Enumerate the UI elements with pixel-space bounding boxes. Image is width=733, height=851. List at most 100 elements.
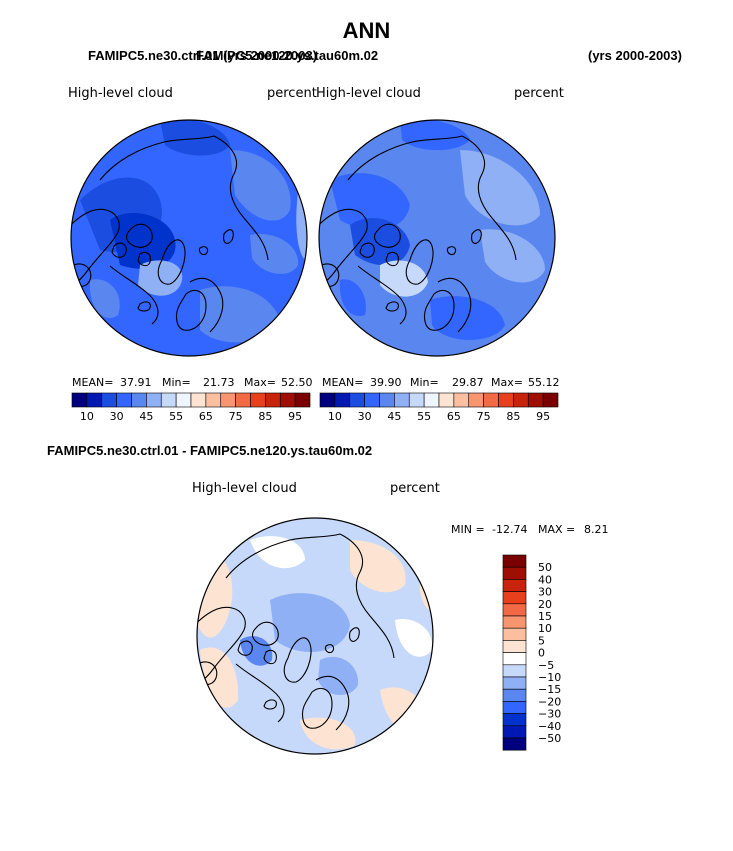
left-colorbar-tick-label: 10	[80, 410, 94, 423]
difference-title: FAMIPC5.ne30.ctrl.01 - FAMIPC5.ne120.ys.…	[47, 443, 373, 458]
right-units-label: percent	[514, 86, 564, 101]
left-colorbar-cell	[205, 392, 222, 408]
diff-variable-label: High-level cloud	[192, 481, 297, 496]
left-colorbar-cell	[294, 392, 311, 408]
right-colorbar-cell	[468, 392, 484, 408]
diff-min-value: -12.74	[492, 523, 528, 536]
right-case-label: FAMIPC5.ne120.ys.tau60m.02	[196, 48, 379, 63]
diff-colorbar-tick-label: 0	[538, 647, 545, 660]
left-mean-value: 37.91	[120, 376, 152, 389]
right-min-value: 29.87	[452, 376, 484, 389]
left-max-value: 52.50	[281, 376, 313, 389]
diff-colorbar-cell	[502, 713, 527, 727]
left-max-label: Max=	[244, 376, 276, 389]
left-colorbar: 10 30 45 55 65 75 85 95	[71, 392, 311, 423]
right-colorbar-cell	[319, 392, 336, 408]
right-mean-value: 39.90	[370, 376, 402, 389]
left-colorbar-cell	[131, 392, 147, 408]
left-colorbar-cell	[265, 392, 281, 408]
left-colorbar-tick-label: 55	[169, 410, 183, 423]
diff-colorbar-tick-label: −15	[538, 683, 561, 696]
diff-colorbar-tick-label: −50	[538, 732, 561, 745]
right-colorbar-cell	[379, 392, 395, 408]
diff-max-label: MAX =	[538, 523, 576, 536]
diff-min-label: MIN =	[451, 523, 485, 536]
left-colorbar-cell	[175, 392, 192, 408]
left-colorbar-tick-label: 30	[110, 410, 124, 423]
right-colorbar-cell	[438, 392, 455, 408]
diff-colorbar-tick-label: −30	[538, 708, 561, 721]
left-variable-label: High-level cloud	[68, 86, 173, 101]
right-min-label: Min=	[410, 376, 439, 389]
left-colorbar-cell	[190, 392, 207, 408]
right-colorbar-tick-label: 95	[536, 410, 550, 423]
diff-colorbar-cell	[502, 627, 527, 641]
right-colorbar-cell	[527, 392, 544, 408]
right-colorbar-cell	[364, 392, 380, 408]
diff-colorbar-tick-label: −10	[538, 671, 561, 684]
right-colorbar-tick-label: 10	[328, 410, 342, 423]
left-min-label: Min=	[162, 376, 191, 389]
diff-colorbar-cell	[502, 591, 527, 605]
left-colorbar-cell	[160, 392, 177, 408]
diff-max-value: 8.21	[584, 523, 609, 536]
diff-units-label: percent	[390, 481, 440, 496]
right-mean-label: MEAN=	[322, 376, 364, 389]
diff-colorbar-cell	[502, 701, 527, 714]
difference-map	[196, 517, 434, 755]
right-colorbar-cell	[453, 392, 470, 408]
left-colorbar-cell	[71, 392, 88, 408]
diff-colorbar-tick-label: 30	[538, 586, 552, 599]
diff-colorbar-cell	[502, 737, 527, 751]
diff-colorbar-tick-label: 20	[538, 598, 552, 611]
diff-colorbar-cell	[502, 579, 527, 592]
right-max-label: Max=	[491, 376, 523, 389]
left-min-value: 21.73	[203, 376, 235, 389]
diff-colorbar-tick-label: −40	[538, 720, 561, 733]
right-colorbar-tick-label: 55	[417, 410, 431, 423]
right-colorbar-cell	[408, 392, 425, 408]
diff-colorbar-tick-label: 40	[538, 573, 552, 586]
left-colorbar-cell	[116, 392, 132, 408]
diff-colorbar-cell	[502, 725, 527, 739]
diff-colorbar-cell	[502, 566, 527, 580]
right-colorbar-tick-label: 45	[387, 410, 401, 423]
right-years-label: (yrs 2000-2003)	[588, 48, 682, 63]
diff-colorbar-cell	[502, 640, 527, 653]
right-colorbar-cell	[423, 392, 440, 408]
diff-colorbar-tick-label: 15	[538, 610, 552, 623]
right-colorbar-cell	[483, 392, 499, 408]
diff-colorbar-cell	[502, 603, 527, 617]
left-colorbar-cell	[250, 392, 266, 408]
diff-colorbar-cell	[502, 615, 527, 629]
diff-colorbar-cell	[502, 676, 527, 690]
left-colorbar-cell	[279, 392, 296, 408]
left-colorbar-cell	[101, 392, 117, 408]
diff-colorbar-cell	[502, 688, 527, 702]
right-colorbar-tick-label: 65	[447, 410, 461, 423]
right-colorbar-cell	[498, 392, 514, 408]
right-variable-label: High-level cloud	[316, 86, 421, 101]
diff-colorbar-cell	[502, 554, 527, 568]
right-max-value: 55.12	[528, 376, 560, 389]
diff-colorbar-cell	[502, 652, 527, 666]
diff-colorbar-tick-label: 50	[538, 561, 552, 574]
right-colorbar: 10 30 45 55 65 75 85 95	[319, 392, 559, 423]
diff-colorbar-tick-label: −20	[538, 695, 561, 708]
left-case-label: FAMIPC5.ne30.ctrl.01 (yrs 2000-2003)	[88, 48, 318, 63]
right-colorbar-cell	[334, 392, 351, 408]
left-colorbar-cell	[220, 392, 236, 408]
diff-colorbar-tick-label: 5	[538, 634, 545, 647]
right-colorbar-cell	[394, 392, 410, 408]
right-colorbar-tick-label: 30	[358, 410, 372, 423]
left-units-label: percent	[267, 86, 317, 101]
right-colorbar-tick-label: 75	[477, 410, 491, 423]
page-title: ANN	[342, 18, 391, 43]
left-colorbar-tick-label: 95	[288, 410, 302, 423]
right-colorbar-cell	[542, 392, 559, 408]
diff-colorbar-cell	[502, 664, 527, 678]
left-map	[70, 119, 308, 357]
right-map	[318, 119, 556, 357]
diff-colorbar-tick-label: −5	[538, 659, 554, 672]
